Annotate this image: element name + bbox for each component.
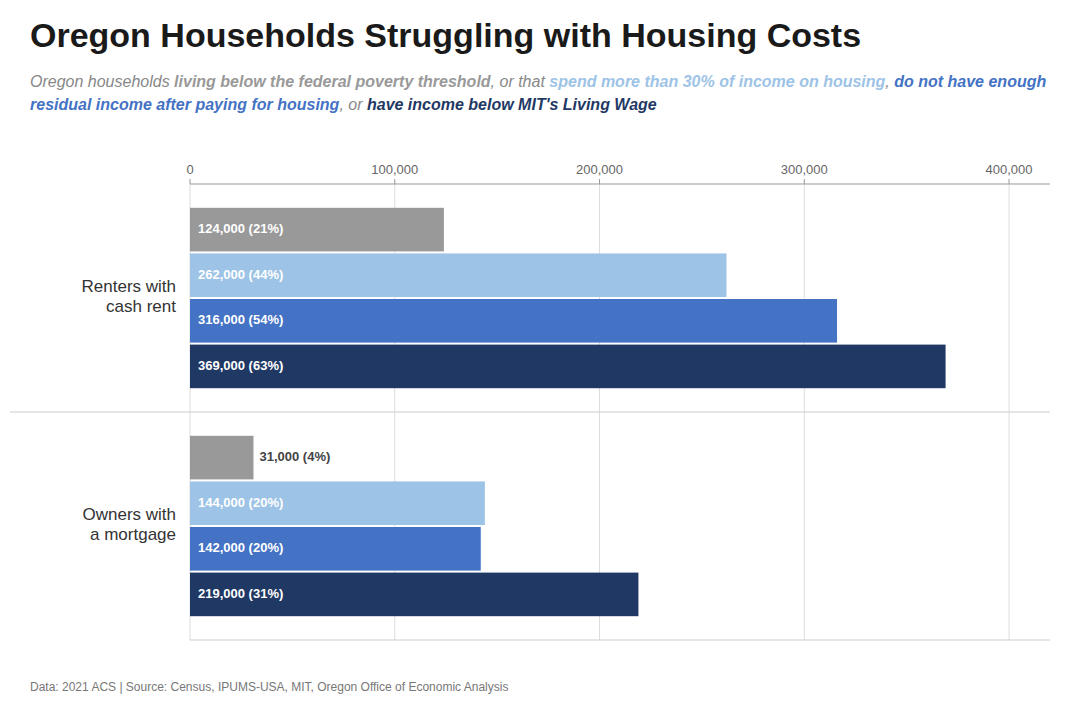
bar [190,481,485,525]
bar [190,208,444,252]
tick-label: 300,000 [781,162,828,177]
tick-label: 200,000 [576,162,623,177]
category-label: Owners witha mortgage [82,505,176,544]
tick-mark [804,179,805,184]
data-label: 262,000 (44%) [198,267,283,282]
legend-entry: living below the federal poverty thresho… [174,73,491,90]
data-label: 219,000 (31%) [198,586,283,601]
data-label: 142,000 (20%) [198,540,283,555]
bar [190,573,638,617]
separator [10,412,1050,413]
bar [190,436,253,480]
legend-entry: spend more than 30% of income on housing [549,73,885,90]
tick-label: 100,000 [371,162,418,177]
tick-mark [599,179,600,184]
tick-label: 400,000 [986,162,1033,177]
tick-mark [190,179,191,184]
subtitle-text: , or that [491,73,550,90]
annotation: Data: 2021 ACS | Source: Census, IPUMS-U… [30,680,508,694]
axis-line [190,640,1050,641]
chart: 0 100,000 200,000 300,000 400,000 124,000 (21… [0,150,1090,660]
subtitle-text: , or [339,96,367,113]
tick-mark [394,179,395,184]
tick-label: 0 [186,162,193,177]
bar [190,345,946,389]
subtitle: Oregon households living below the feder… [30,70,1060,116]
category-label: Renters withcash rent [82,277,177,316]
legend-entry: have income below MIT's Living Wage [367,96,657,113]
data-label: 31,000 (4%) [259,449,330,464]
data-labels: 124,000 (21%) 262,000 (44%) 316,000 (54%) 3… [198,221,330,601]
axis-line [190,184,1050,185]
subtitle-text: Oregon households [30,73,174,90]
data-label: 369,000 (63%) [198,358,283,373]
data-label: 144,000 (20%) [198,495,283,510]
title: Oregon Households Struggling with Housin… [30,16,1060,55]
bar [190,299,837,343]
data-label: 316,000 (54%) [198,312,283,327]
grid [190,179,1009,640]
tick-mark [1009,179,1010,184]
bar [190,253,726,297]
bar [190,527,481,571]
subtitle-text: , [885,73,894,90]
data-label: 124,000 (21%) [198,221,283,236]
